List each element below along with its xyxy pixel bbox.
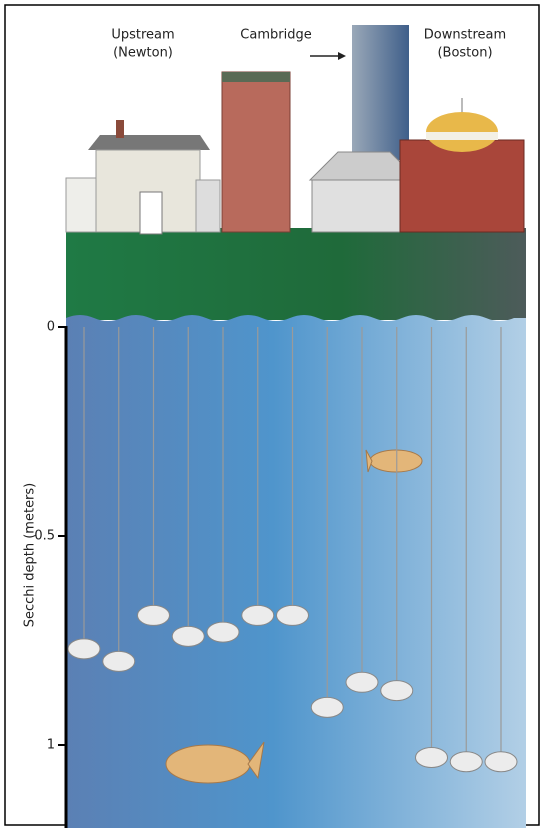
ground xyxy=(66,228,526,320)
fish xyxy=(165,449,423,784)
water xyxy=(66,315,526,828)
secchi-disk xyxy=(206,621,240,643)
secchi-disk xyxy=(102,650,136,672)
secchi-disk xyxy=(137,604,170,626)
y-tick-label: 1 xyxy=(47,738,55,753)
location-label: Upstream xyxy=(111,28,174,43)
secchi-disk xyxy=(310,696,344,718)
secchi-disk xyxy=(276,604,309,626)
secchi-disk xyxy=(449,751,483,773)
secchi-disk xyxy=(171,625,205,647)
y-tick-label: 0 xyxy=(47,320,55,335)
secchi-disk xyxy=(345,671,379,693)
location-label: Cambridge xyxy=(240,28,311,43)
y-tick-label: 0.5 xyxy=(34,529,55,544)
location-label: (Boston) xyxy=(437,46,492,61)
arrow-head xyxy=(338,52,346,60)
secchi-disk xyxy=(415,747,448,769)
location-label: (Newton) xyxy=(113,46,173,61)
secchi-disk xyxy=(484,751,518,773)
y-axis-label: Secchi depth (meters) xyxy=(23,483,38,628)
buildings xyxy=(65,25,525,235)
secchi-disk xyxy=(380,680,414,702)
secchi-disk xyxy=(241,604,275,626)
secchi-disk xyxy=(67,638,101,660)
location-label: Downstream xyxy=(424,28,506,43)
